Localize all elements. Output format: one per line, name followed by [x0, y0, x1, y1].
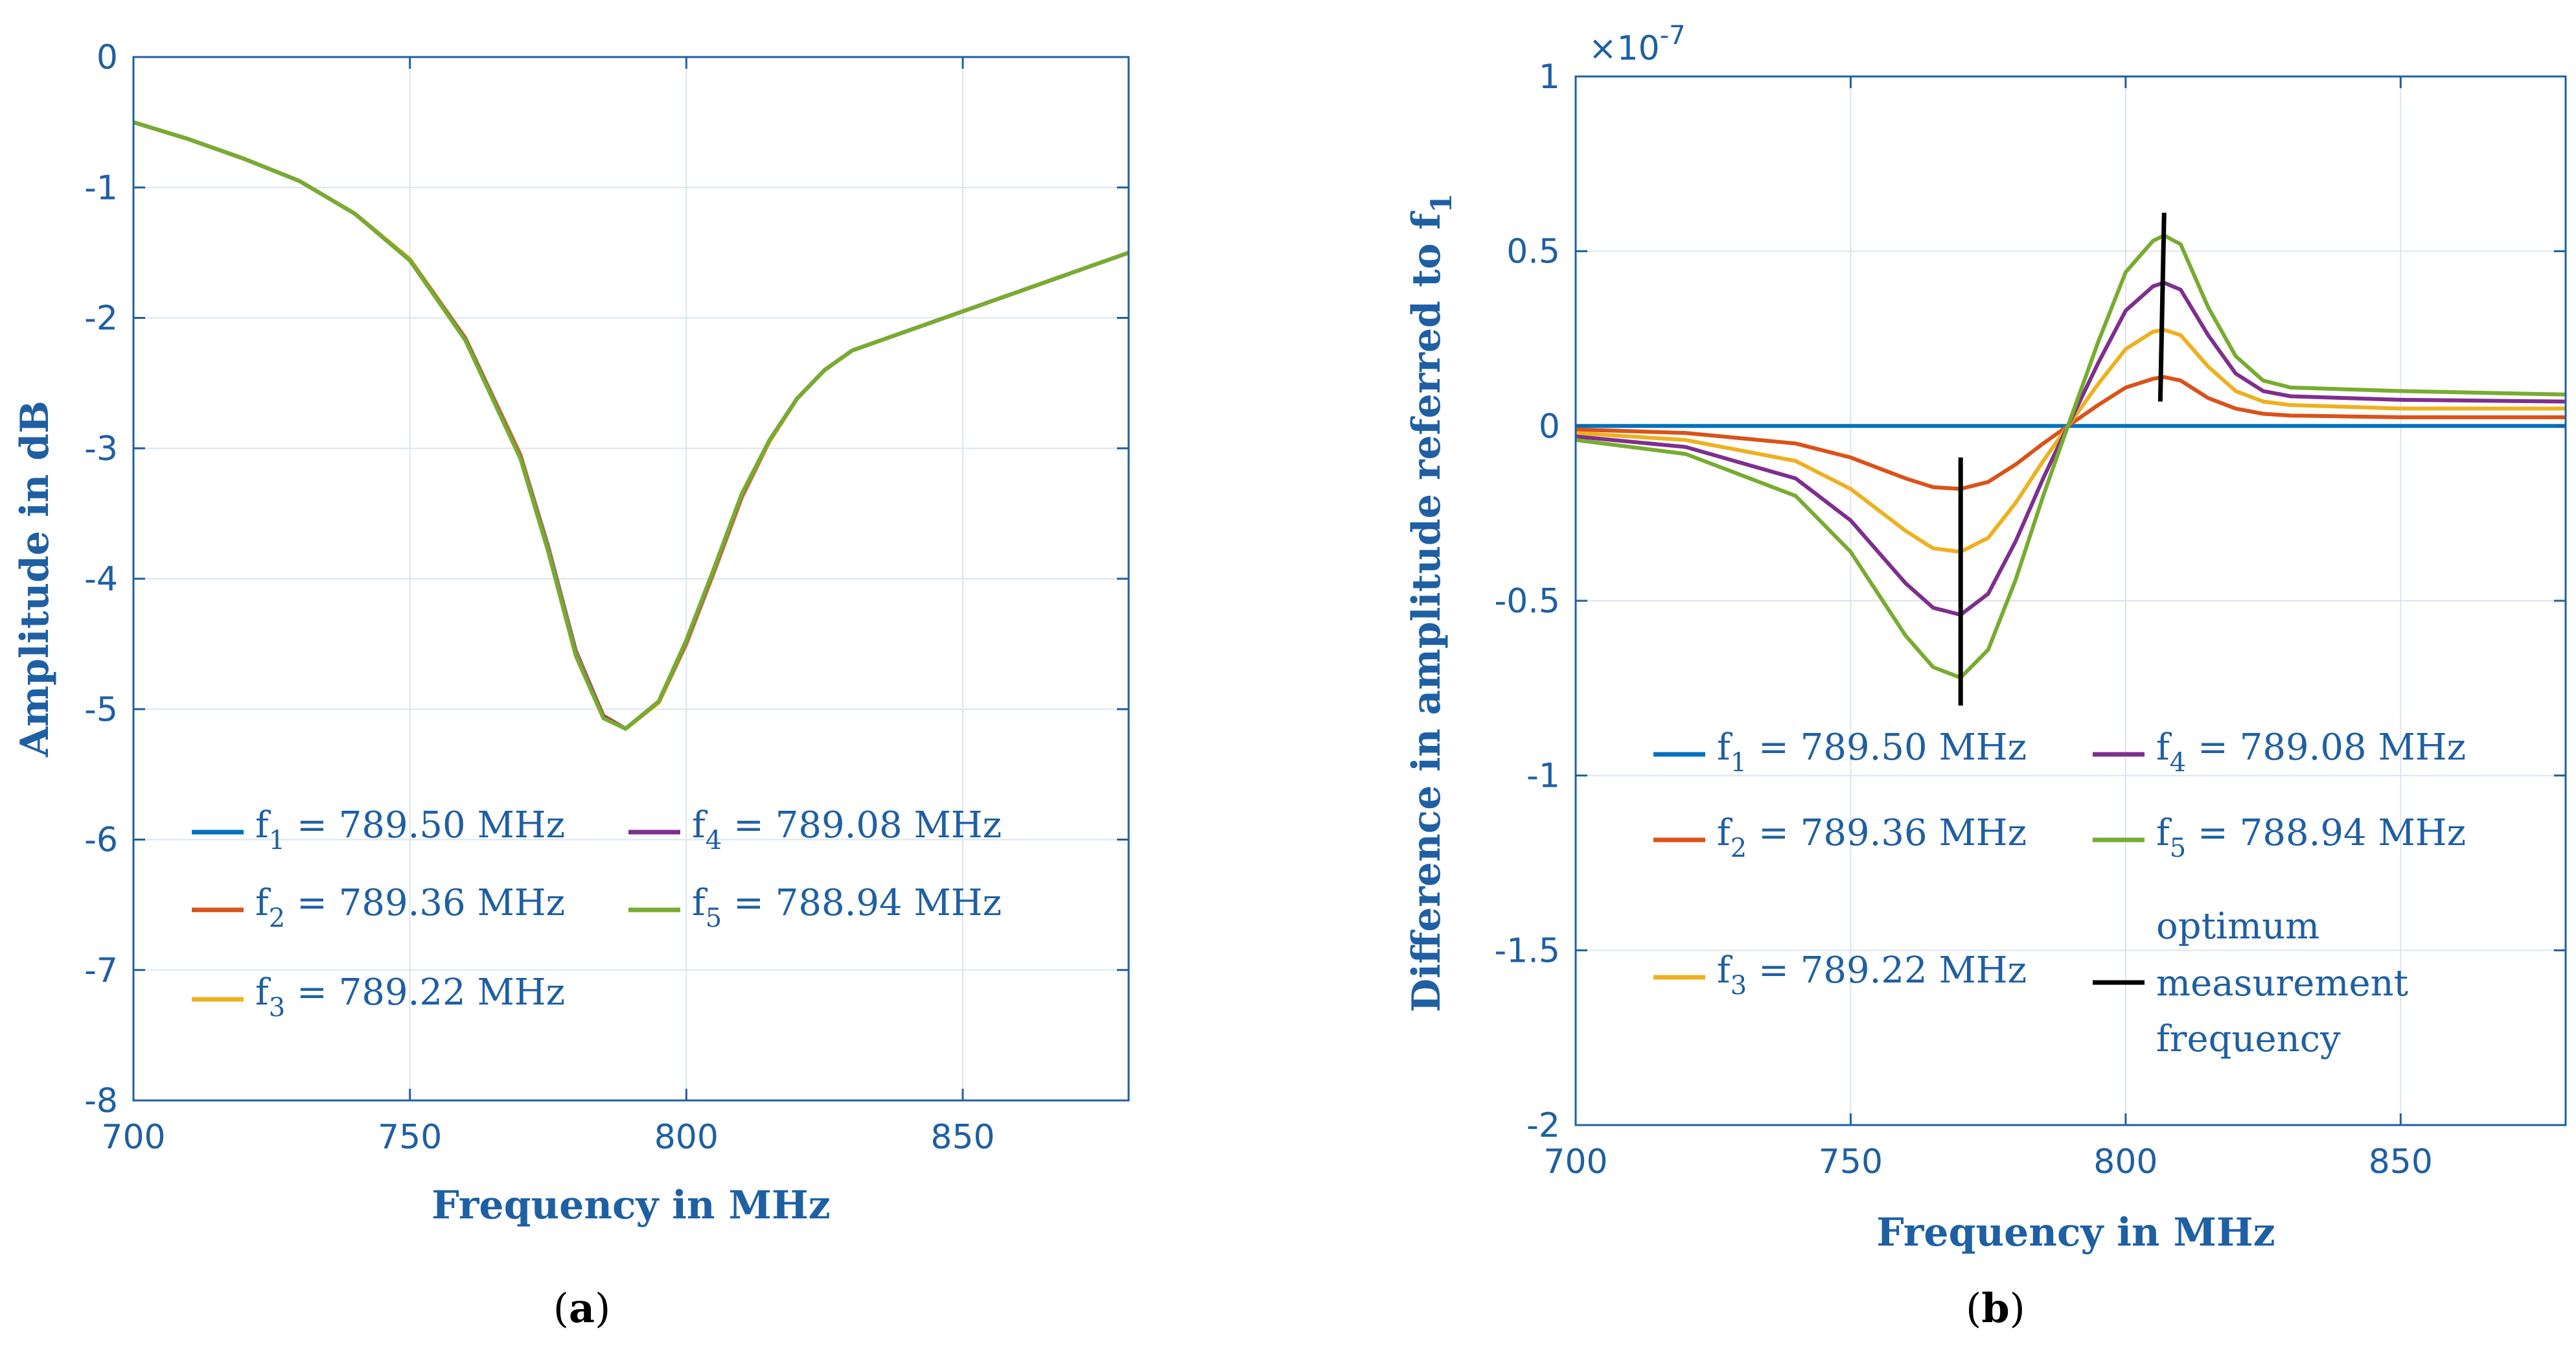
- tick-marks-a: [132, 56, 1129, 1102]
- legend-entry-b-f2: f2 = 789.36 MHz: [1653, 812, 2027, 863]
- svg-text:f4 = 789.08 MHz: f4 = 789.08 MHz: [2156, 726, 2466, 778]
- caption-b: (b): [1966, 1284, 2025, 1332]
- y-exponent-label: ×10-7: [1589, 21, 1686, 68]
- y-axis-label-a: Amplitude in dB: [12, 401, 58, 758]
- y-tick-label: -5: [84, 690, 118, 729]
- y-tick-label: 1: [1539, 58, 1560, 97]
- svg-text:f1 = 789.50 MHz: f1 = 789.50 MHz: [1717, 726, 2027, 778]
- x-axis-label-b: Frequency in MHz: [1876, 1210, 2275, 1255]
- svg-text:f5 = 788.94 MHz: f5 = 788.94 MHz: [692, 882, 1002, 933]
- series-line-f2: [1575, 375, 2566, 491]
- legend-a: f1 = 789.50 MHz f2 = 789.36 MHz f3 = 789…: [192, 804, 1002, 1023]
- legend-entry-a-f4: f4 = 789.08 MHz: [628, 804, 1002, 855]
- legend-f-sub: 2: [269, 903, 285, 933]
- legend-entry-b-f3: f3 = 789.22 MHz: [1653, 949, 2027, 1001]
- y-tick-label: -2: [84, 299, 118, 338]
- y-tick-label: -7: [84, 951, 118, 990]
- legend-optimum-line2: measurement: [2156, 962, 2409, 1005]
- legend-f-rest: = 789.50 MHz: [1747, 726, 2027, 769]
- svg-text:f4 = 789.08 MHz: f4 = 789.08 MHz: [692, 804, 1002, 855]
- svg-text:f2 = 789.36 MHz: f2 = 789.36 MHz: [255, 882, 565, 933]
- x-tick-label: 750: [378, 1118, 442, 1157]
- optimum-marker-2: [2157, 213, 2167, 402]
- x-tick-labels-b: 700 750 800 850: [1543, 1143, 2433, 1181]
- legend-f-sub: 2: [1731, 833, 1747, 863]
- x-tick-label: 700: [1543, 1143, 1607, 1181]
- legend-b: f1 = 789.50 MHz f2 = 789.36 MHz f3 = 789…: [1653, 726, 2466, 1060]
- series-lines-a: [133, 120, 1130, 731]
- series-line-f3: [1575, 328, 2566, 554]
- series-line-f5: [133, 120, 1130, 731]
- x-tick-label: 800: [654, 1118, 719, 1157]
- legend-f-rest: = 789.22 MHz: [1747, 949, 2027, 992]
- legend-entry-b-f5: f5 = 788.94 MHz: [2093, 812, 2466, 863]
- caption-a: (a): [553, 1284, 611, 1332]
- y-tick-label: -3: [84, 430, 118, 469]
- grid-a: [133, 56, 1129, 1101]
- legend-f-rest: = 789.36 MHz: [285, 882, 565, 924]
- y-tick-label: -0.5: [1495, 582, 1560, 621]
- legend-f-sub: 5: [2170, 833, 2186, 863]
- legend-f-sub: 3: [269, 993, 285, 1023]
- svg-text:f3 = 789.22 MHz: f3 = 789.22 MHz: [255, 971, 565, 1023]
- legend-entry-a-f2: f2 = 789.36 MHz: [192, 882, 565, 933]
- y-tick-label: 0: [1539, 407, 1560, 446]
- svg-text:f1 = 789.50 MHz: f1 = 789.50 MHz: [255, 804, 565, 855]
- legend-entry-a-f3: f3 = 789.22 MHz: [192, 971, 565, 1023]
- legend-optimum-line1: optimum: [2156, 905, 2319, 947]
- x-tick-labels-a: 700 750 800 850: [101, 1118, 995, 1157]
- legend-entry-a-f5: f5 = 788.94 MHz: [628, 882, 1002, 933]
- series-line-f5: [1575, 233, 2566, 680]
- x-axis-label-a: Frequency in MHz: [431, 1183, 830, 1228]
- x-tick-label: 850: [2369, 1143, 2433, 1181]
- y-tick-labels-b: 1 0.5 0 -0.5 -1 -1.5 -2: [1495, 58, 1560, 1145]
- x-tick-label: 800: [2093, 1143, 2157, 1181]
- legend-f-rest: = 789.36 MHz: [1747, 812, 2027, 854]
- legend-f-sub: 4: [706, 826, 722, 855]
- optimum-markers: [1958, 213, 2167, 706]
- legend-entry-b-optimum: optimum measurement frequency: [2093, 905, 2409, 1060]
- y-tick-labels-a: 0 -1 -2 -3 -4 -5 -6 -7 -8: [84, 38, 118, 1121]
- legend-f-rest: = 789.08 MHz: [2186, 726, 2466, 769]
- y-tick-label: -4: [84, 560, 118, 599]
- x-tick-label: 850: [930, 1118, 995, 1157]
- svg-text:f5 = 788.94 MHz: f5 = 788.94 MHz: [2156, 812, 2466, 863]
- legend-f-sub: 3: [1731, 971, 1747, 1001]
- legend-f-rest: = 788.94 MHz: [722, 882, 1002, 924]
- legend-f-sub: 5: [706, 903, 722, 933]
- y-tick-label: -1: [84, 168, 118, 207]
- tick-marks-b: [1574, 75, 2566, 1126]
- legend-optimum-line3: frequency: [2156, 1018, 2341, 1060]
- panel-a: 700 750 800 850 0 -1 -2 -3 -4 -5 -6 -7 -8 Frequency…: [12, 38, 1130, 1332]
- legend-f-rest: = 789.22 MHz: [285, 971, 565, 1014]
- legend-f-sub: 1: [269, 826, 285, 855]
- y-tick-label: -1.5: [1495, 931, 1560, 970]
- svg-text:f2 = 789.36 MHz: f2 = 789.36 MHz: [1717, 812, 2027, 863]
- y-tick-label: 0.5: [1506, 233, 1560, 272]
- legend-f-sub: 4: [2170, 748, 2186, 778]
- y-tick-label: -6: [84, 821, 118, 860]
- series-lines-b: [1575, 233, 2566, 680]
- legend-entry-b-f4: f4 = 789.08 MHz: [2093, 726, 2466, 778]
- x-tick-label: 750: [1819, 1143, 1883, 1181]
- legend-f-rest: = 789.08 MHz: [722, 804, 1002, 846]
- legend-entry-a-f1: f1 = 789.50 MHz: [192, 804, 565, 855]
- x-tick-label: 700: [101, 1118, 165, 1157]
- y-axis-label-b: Difference in amplitude referred to f1: [1404, 193, 1458, 1012]
- panel-b: 700 750 800 850 1 0.5 0 -0.5 -1 -1.5 -2 ×10-7 Fre…: [1404, 21, 2567, 1332]
- y-tick-label: -1: [1526, 757, 1560, 796]
- legend-f-rest: = 789.50 MHz: [285, 804, 565, 846]
- svg-text:f3 = 789.22 MHz: f3 = 789.22 MHz: [1717, 949, 2027, 1001]
- legend-f-rest: = 788.94 MHz: [2186, 812, 2466, 854]
- legend-f-sub: 1: [1731, 748, 1747, 778]
- series-line-f4: [1575, 281, 2566, 617]
- y-tick-label: -2: [1526, 1106, 1560, 1145]
- y-tick-label: 0: [97, 38, 118, 77]
- y-tick-label: -8: [84, 1082, 118, 1121]
- legend-entry-b-f1: f1 = 789.50 MHz: [1653, 726, 2027, 778]
